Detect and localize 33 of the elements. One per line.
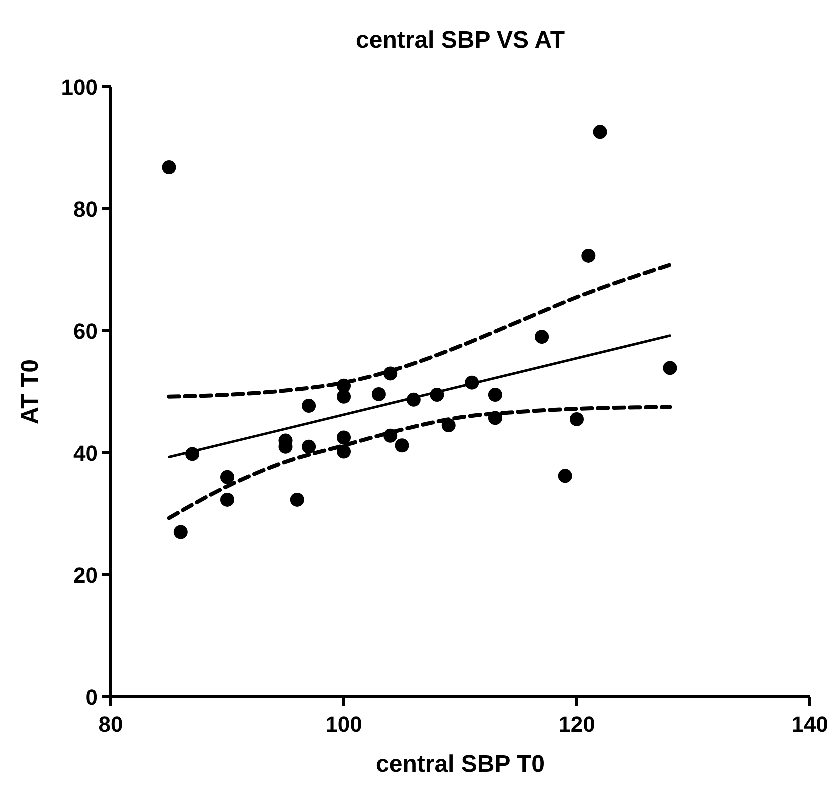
point [535,330,550,344]
point [220,470,234,484]
y-tick-label: 60 [74,319,98,344]
point [290,492,304,507]
line-series [167,405,672,520]
line-series [167,263,672,399]
point [162,160,176,175]
point [337,430,351,445]
point [302,440,316,454]
point [663,361,678,376]
point [488,388,502,402]
point [174,525,188,540]
y-axis-title: AT T0 [17,360,44,424]
y-tick-label: 100 [61,75,98,100]
x-tick-label: 120 [558,712,596,737]
point [337,390,351,404]
point [582,248,596,263]
y-tick-label: 80 [74,197,98,222]
point [372,387,386,402]
y-tick-label: 0 [86,685,98,710]
point [302,399,316,414]
point [395,438,410,453]
x-tick-label: 100 [326,712,362,737]
point [570,412,584,426]
point [220,492,234,507]
x-tick-label: 140 [792,712,828,737]
point [593,125,608,140]
y-tick-label: 40 [74,441,98,466]
chart-title: central SBP VS AT [356,27,566,54]
x-tick-label: 80 [98,712,124,737]
x-axis-title: central SBP T0 [376,751,545,778]
y-tick-label: 20 [74,563,98,588]
point [558,469,572,484]
